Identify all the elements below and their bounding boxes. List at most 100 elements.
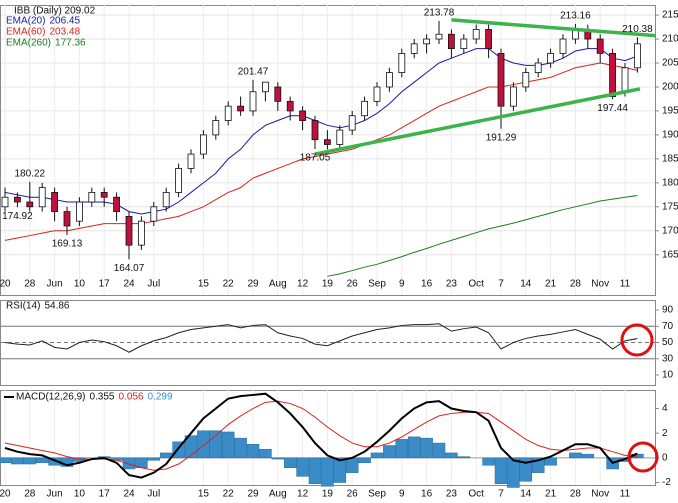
- candle-body: [13, 196, 21, 203]
- x-tick-label: 29: [247, 489, 259, 500]
- histogram-bar: [271, 457, 285, 460]
- candle-body: [187, 153, 195, 169]
- candle-body: [224, 105, 232, 121]
- ema-line: [327, 194, 638, 277]
- histogram-bar: [197, 430, 210, 459]
- y-tick-label: 215: [662, 10, 678, 21]
- price-panel: [0, 5, 656, 296]
- histogram-bar: [23, 457, 37, 465]
- y-tick-label: -2: [662, 477, 671, 488]
- y-tick-label: 170: [662, 225, 678, 236]
- legend-entry: 0.355: [89, 392, 114, 403]
- histogram-bar: [581, 453, 595, 459]
- x-tick-label: 20: [0, 279, 11, 290]
- x-tick-label: Sep: [368, 489, 386, 500]
- x-tick-label: 16: [421, 489, 433, 500]
- legend-entry: 54.86: [44, 301, 69, 312]
- x-tick-label: 20: [0, 489, 11, 500]
- candle-body: [423, 38, 431, 45]
- y-tick-label: 70: [662, 321, 674, 332]
- y-tick-label: 2: [662, 428, 668, 439]
- x-tick-label: 10: [74, 489, 86, 500]
- x-tick-label: 11: [620, 489, 631, 500]
- histogram-bar: [544, 457, 557, 466]
- candle-body: [410, 43, 418, 54]
- price-annotation: 197.44: [597, 103, 628, 114]
- price-annotation: 213.78: [424, 8, 455, 19]
- price-annotation: 174.92: [2, 211, 33, 222]
- candle-body: [435, 33, 443, 40]
- x-tick-label: Jul: [147, 279, 160, 290]
- x-tick-label: 7: [498, 489, 504, 500]
- histogram-bar: [184, 435, 198, 459]
- histogram-bar: [569, 452, 582, 459]
- x-tick-label: Aug: [269, 489, 287, 500]
- x-tick-label: 17: [99, 279, 111, 290]
- y-tick-label: 190: [662, 130, 678, 141]
- x-tick-label: 29: [247, 279, 259, 290]
- candle-body: [311, 120, 319, 141]
- macd-line: [4, 392, 638, 479]
- price-annotation: 201.47: [238, 67, 269, 78]
- histogram-bar: [420, 437, 433, 459]
- x-tick-label: 12: [297, 279, 309, 290]
- y-tick-label: 200: [662, 82, 678, 93]
- histogram-bar: [507, 457, 520, 488]
- histogram-bar: [395, 439, 409, 459]
- candle-body: [199, 134, 207, 155]
- histogram-bar: [457, 456, 471, 459]
- legend-entry: EMA(60): [6, 27, 45, 38]
- price-annotation: 164.07: [114, 263, 145, 274]
- histogram-bar: [73, 457, 86, 462]
- price-annotation: 180.22: [15, 168, 46, 179]
- candle-body: [113, 196, 120, 212]
- candle-body: [596, 38, 604, 54]
- histogram-bar: [259, 448, 272, 459]
- x-tick-label: 28: [24, 279, 36, 290]
- x-tick-label: Nov: [591, 279, 609, 290]
- histogram-bar: [345, 457, 359, 473]
- x-tick-label: Aug: [269, 279, 287, 290]
- candle-body: [534, 62, 542, 73]
- histogram-bar: [11, 457, 24, 465]
- x-tick-label: 22: [223, 279, 235, 290]
- histogram-bar: [482, 457, 495, 466]
- candle-body: [621, 67, 629, 93]
- x-tick-label: 28: [24, 489, 36, 500]
- x-tick-label: Jun: [47, 279, 63, 290]
- x-tick-label: 24: [123, 279, 135, 290]
- x-tick-label: 9: [399, 279, 405, 290]
- candle-body: [150, 206, 158, 222]
- y-tick-label: 50: [662, 337, 674, 348]
- price-annotation: 187.05: [300, 153, 331, 164]
- x-tick-label: 28: [570, 279, 582, 290]
- candle-body: [361, 100, 369, 117]
- legend-entry: 203.48: [49, 27, 80, 38]
- x-tick-label: 15: [198, 279, 210, 290]
- histogram-bar: [209, 430, 223, 459]
- highlight-circle: [627, 441, 659, 473]
- x-tick-label: 15: [198, 489, 210, 500]
- candle-body: [26, 201, 34, 208]
- x-tick-label: 9: [399, 489, 405, 500]
- x-tick-label: 16: [421, 279, 433, 290]
- candle-body: [88, 192, 96, 203]
- y-tick-label: 165: [662, 249, 678, 260]
- y-tick-label: 0: [662, 452, 668, 463]
- highlight-circle: [620, 323, 654, 357]
- legend-entry: RSI(14): [6, 301, 40, 312]
- histogram-bar: [147, 457, 161, 461]
- legend-entry: 206.45: [49, 16, 80, 27]
- x-tick-label: 7: [498, 279, 504, 290]
- candle-body: [547, 53, 554, 64]
- y-tick-label: 195: [662, 106, 678, 117]
- x-tick-label: 19: [322, 279, 334, 290]
- histogram-bar: [283, 457, 297, 468]
- legend-entry: EMA(260): [6, 38, 51, 49]
- candle-body: [76, 201, 83, 222]
- y-tick-label: 30: [662, 353, 674, 364]
- x-tick-label: 10: [74, 279, 86, 290]
